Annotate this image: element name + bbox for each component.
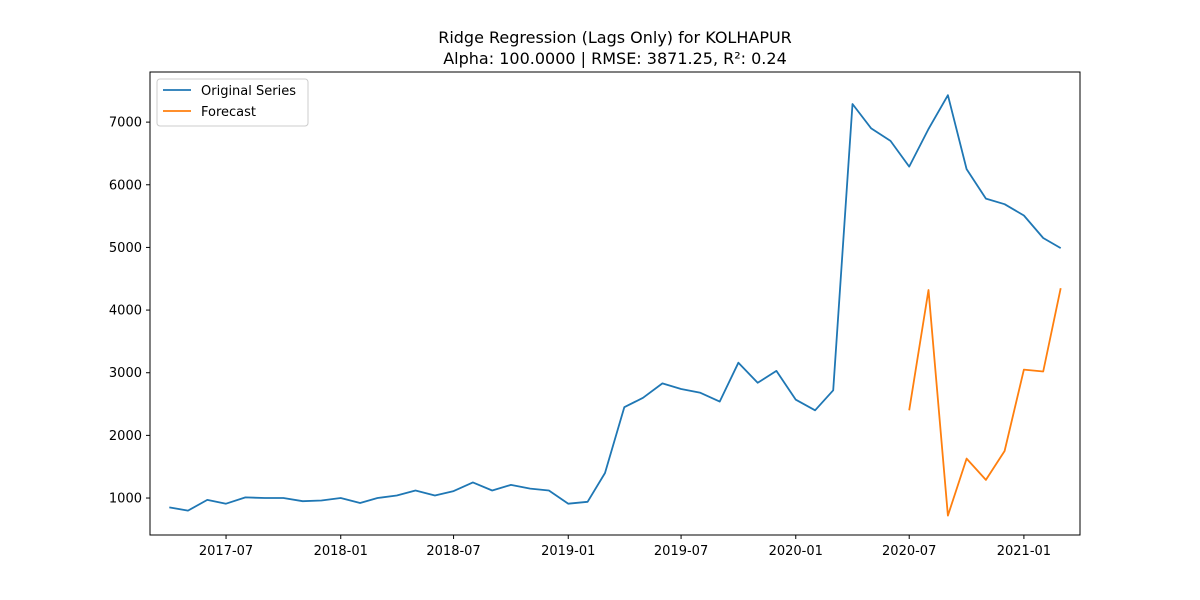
y-tick-label: 1000	[109, 492, 142, 507]
legend-label-1: Forecast	[201, 105, 256, 120]
y-tick-label: 4000	[109, 304, 142, 319]
y-tick-label: 5000	[109, 241, 142, 256]
legend: Original Series Forecast	[156, 78, 309, 127]
chart-subtitle: Alpha: 100.0000 | RMSE: 3871.25, R²: 0.2…	[443, 49, 787, 68]
x-axis: 2017-07 2018-01 2018-07 2019-01 2019-07 2020-…	[199, 535, 1051, 559]
x-tick-label: 2018-07	[426, 544, 480, 559]
x-tick-label: 2020-01	[769, 544, 823, 559]
y-axis: 1000 2000 3000 4000 5000 6000 7000	[109, 116, 150, 507]
legend-label-0: Original Series	[201, 84, 296, 99]
legend-box	[156, 78, 309, 127]
x-tick-label: 2020-07	[882, 544, 936, 559]
chart-title: Ridge Regression (Lags Only) for KOLHAPU…	[438, 28, 792, 47]
plot-frame	[149, 71, 1081, 536]
y-tick-label: 3000	[109, 366, 142, 381]
x-tick-label: 2018-01	[314, 544, 368, 559]
x-tick-label: 2021-01	[997, 544, 1051, 559]
y-tick-label: 6000	[109, 178, 142, 193]
series-layer	[169, 94, 1062, 517]
x-tick-label: 2017-07	[199, 544, 253, 559]
y-tick-label: 7000	[109, 116, 142, 131]
y-tick-label: 2000	[109, 429, 142, 444]
series-line-0	[169, 94, 1062, 512]
series-line-1	[908, 288, 1062, 517]
x-tick-label: 2019-01	[541, 544, 595, 559]
x-tick-label: 2019-07	[654, 544, 708, 559]
